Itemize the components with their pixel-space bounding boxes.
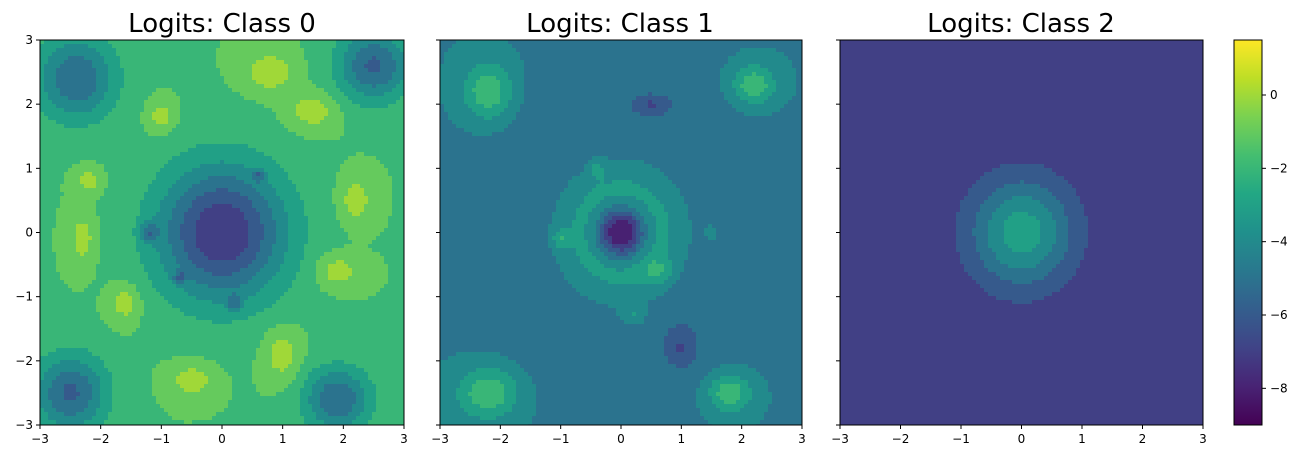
x-tick-label: 1 xyxy=(279,432,287,446)
colorbar-tick-label: −2 xyxy=(1270,161,1288,175)
contour-band xyxy=(456,64,776,420)
x-tick-label: −2 xyxy=(491,432,509,446)
contour-band xyxy=(600,92,696,368)
contour-plot xyxy=(440,40,802,425)
colorbar-tick-label: −6 xyxy=(1270,308,1288,322)
x-tick-label: 3 xyxy=(798,432,806,446)
colorbar-tick-label: −4 xyxy=(1270,235,1288,249)
x-tick-label: 0 xyxy=(218,432,226,446)
contour-plot xyxy=(840,40,1203,425)
x-tick-label: −3 xyxy=(31,432,49,446)
contour-band xyxy=(956,164,1088,304)
contour-band xyxy=(608,220,632,244)
y-axis: 3 2 1 0 −1 −2 −3 xyxy=(15,33,40,432)
y-tick-label: −2 xyxy=(15,354,33,368)
contour-band xyxy=(196,204,248,260)
x-tick-label: −1 xyxy=(552,432,570,446)
x-tick-label: 1 xyxy=(1078,432,1086,446)
contour-band xyxy=(52,40,392,424)
y-tick-label: 1 xyxy=(25,161,33,175)
y-tick-label: −3 xyxy=(15,418,33,432)
colorbar-ticks: 0 −2 −4 −6 −8 xyxy=(1262,88,1288,395)
x-tick-label: −1 xyxy=(952,432,970,446)
contour-band xyxy=(988,196,1056,268)
y-axis xyxy=(436,39,440,426)
colorbar-tick-label: −8 xyxy=(1270,381,1288,395)
panel-class-2: Logits: Class 2 −3 −2 −1 0 1 2 3 xyxy=(831,9,1207,446)
contour-band xyxy=(40,40,404,425)
y-tick-label: 2 xyxy=(25,97,33,111)
panel-title: Logits: Class 1 xyxy=(526,9,714,39)
x-tick-label: 2 xyxy=(738,432,746,446)
contour-band xyxy=(440,40,802,425)
x-tick-label: 3 xyxy=(1199,432,1207,446)
x-axis: −3 −2 −1 0 1 2 3 xyxy=(431,425,806,446)
colorbar: 0 −2 −4 −6 −8 xyxy=(1233,39,1288,426)
y-tick-label: 0 xyxy=(25,226,33,240)
x-axis: −3 −2 −1 0 1 2 3 xyxy=(831,425,1207,446)
x-tick-label: 3 xyxy=(400,432,408,446)
x-tick-label: 0 xyxy=(617,432,625,446)
x-tick-label: 2 xyxy=(340,432,348,446)
y-axis xyxy=(836,39,840,426)
x-tick-label: −1 xyxy=(152,432,170,446)
x-tick-label: −2 xyxy=(92,432,110,446)
x-axis: −3 −2 −1 0 1 2 3 xyxy=(31,425,408,446)
x-tick-label: 0 xyxy=(1018,432,1026,446)
x-tick-label: −3 xyxy=(831,432,849,446)
colorbar-gradient xyxy=(1234,40,1262,425)
x-tick-label: −2 xyxy=(892,432,910,446)
x-tick-label: −3 xyxy=(431,432,449,446)
x-tick-label: 1 xyxy=(678,432,686,446)
contour-band xyxy=(40,40,404,425)
y-tick-label: 3 xyxy=(25,33,33,47)
panel-class-1: Logits: Class 1 −3 −2 −1 0 1 2 3 xyxy=(431,9,806,446)
y-tick-label: −1 xyxy=(15,290,33,304)
x-tick-label: 2 xyxy=(1139,432,1147,446)
contour-plot xyxy=(40,40,404,425)
panel-class-0: Logits: Class 0 −3 −2 −1 0 1 2 3 3 2 1 0 −1 −2 −3 xyxy=(15,9,408,446)
panel-title: Logits: Class 2 xyxy=(927,9,1115,39)
panel-title: Logits: Class 0 xyxy=(128,9,316,39)
colorbar-frame xyxy=(1233,39,1263,426)
colorbar-tick-label: 0 xyxy=(1270,88,1278,102)
contour-band xyxy=(440,40,796,425)
contour-band xyxy=(48,44,396,416)
contour-band xyxy=(1004,212,1040,252)
